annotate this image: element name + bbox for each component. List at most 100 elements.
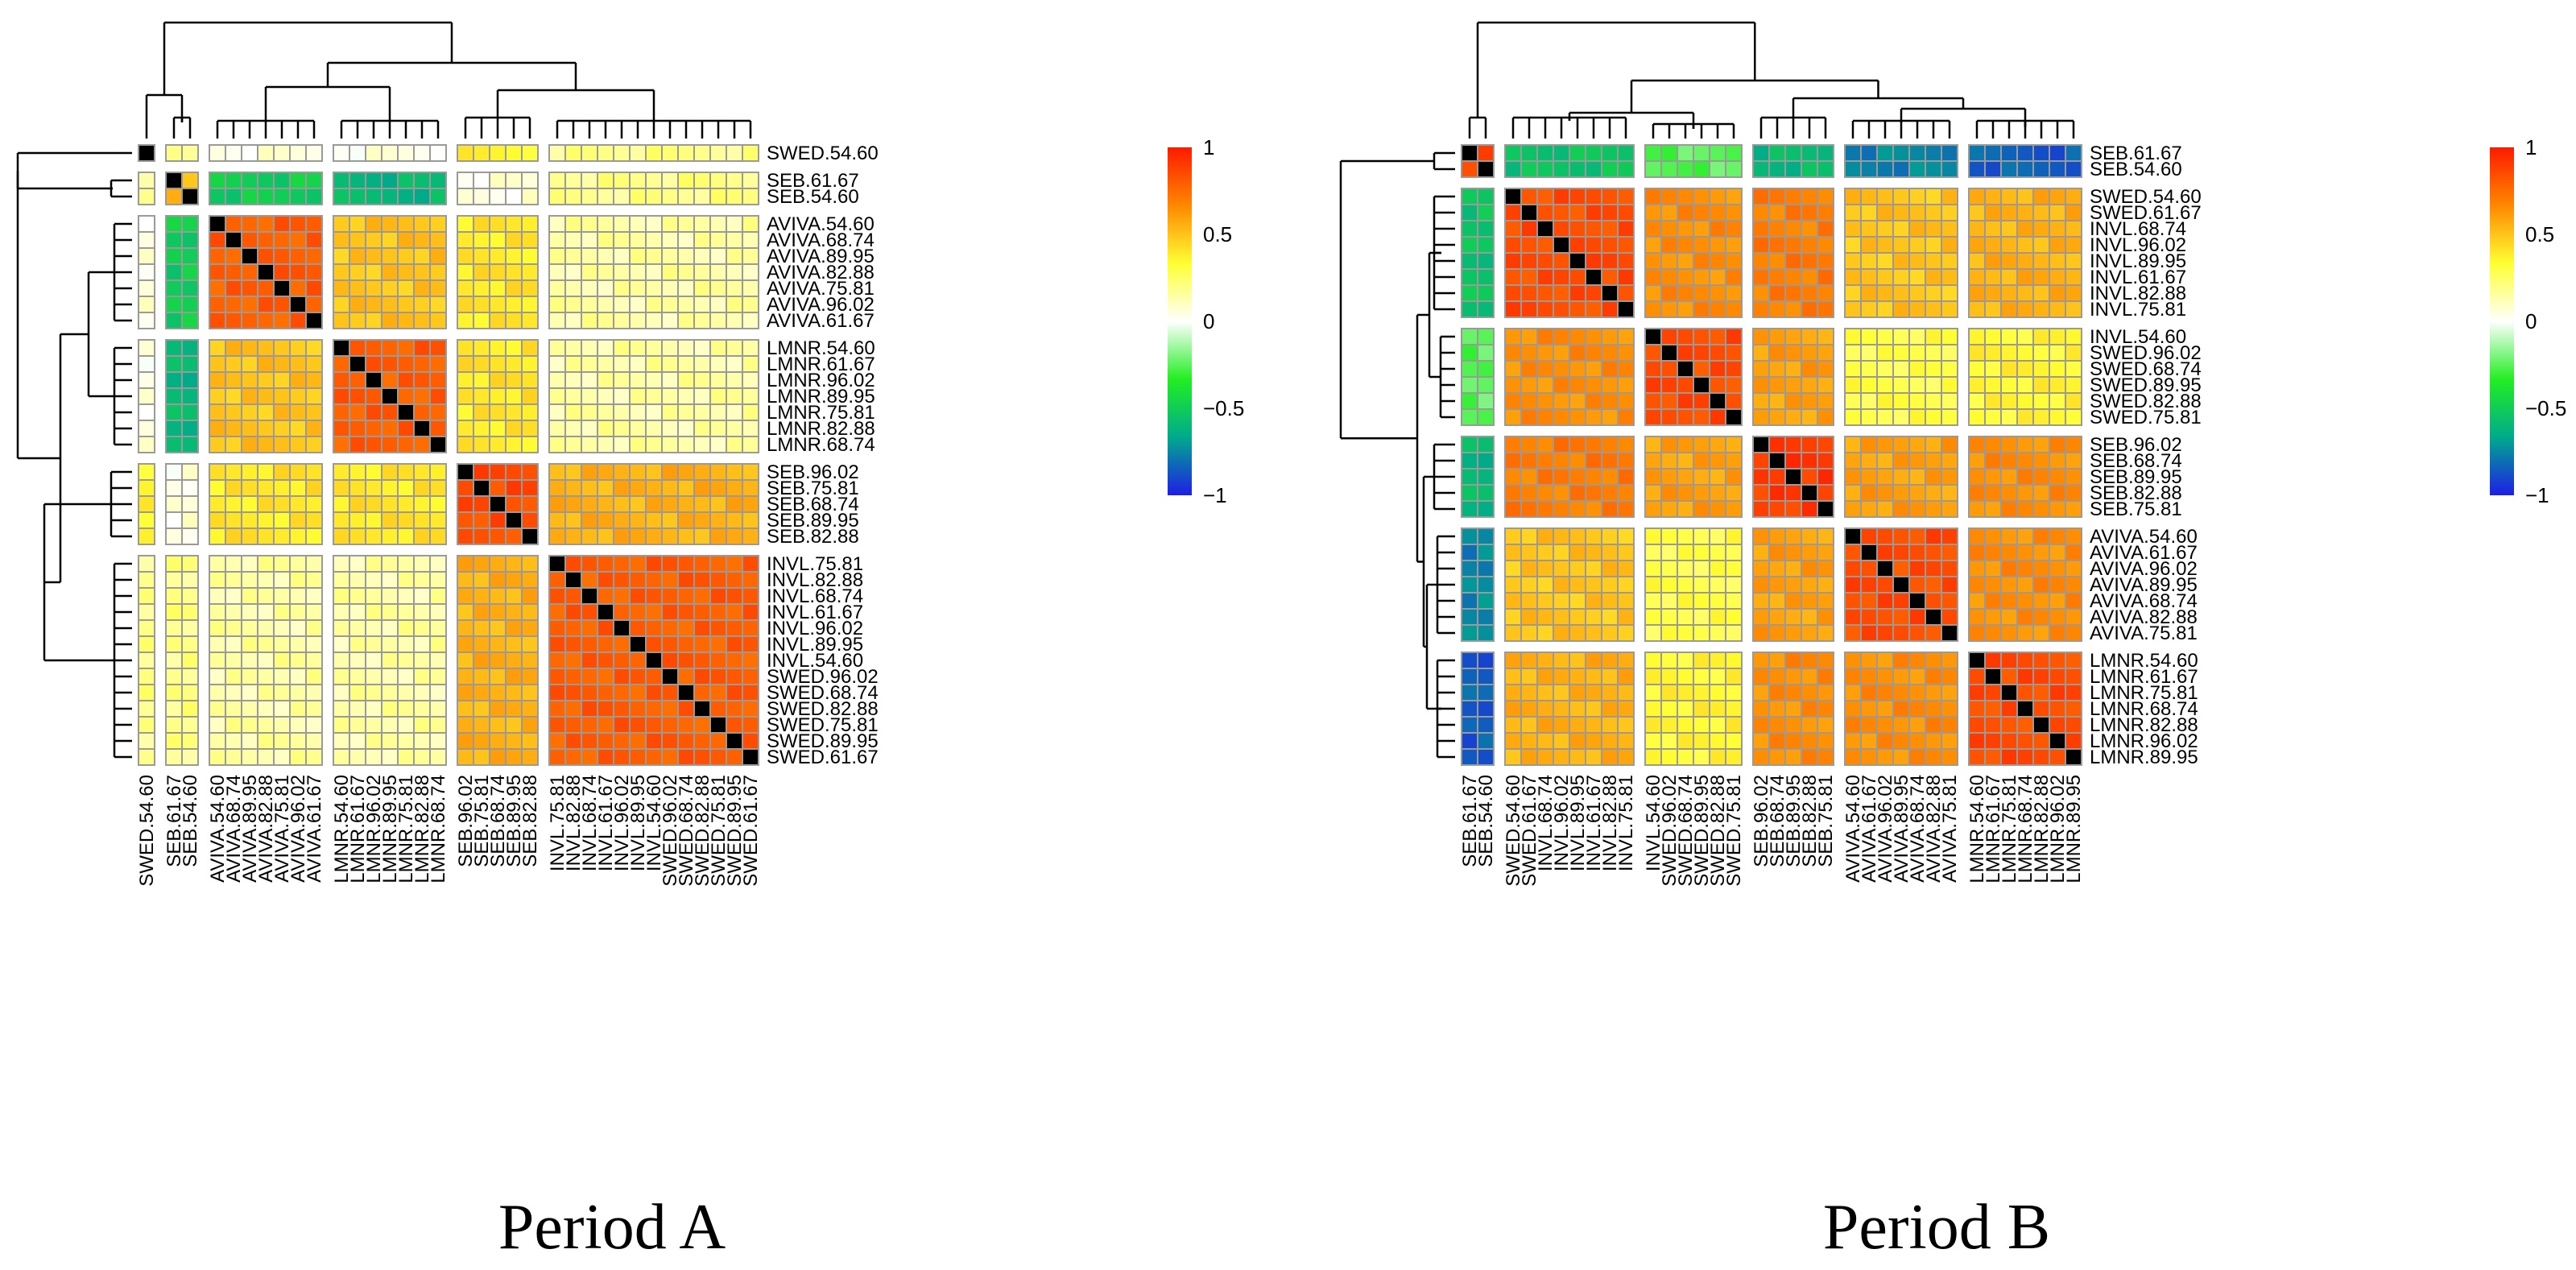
heatmap-cell [1553, 392, 1570, 410]
heatmap-cell [709, 555, 727, 573]
heatmap-cell [2016, 160, 2034, 178]
heatmap-cell [2032, 652, 2050, 669]
heatmap-cell [1693, 300, 1710, 318]
heatmap-cell [381, 263, 399, 281]
heatmap-cell [1677, 468, 1694, 486]
heatmap-cell [521, 263, 539, 281]
heatmap-cell [564, 587, 582, 605]
heatmap-cell [1617, 468, 1635, 486]
heatmap-cell [505, 619, 523, 637]
heatmap-cell [1569, 592, 1586, 610]
heatmap-cell [1817, 544, 1834, 561]
heatmap-cell [257, 700, 275, 718]
column-label: SWED.89.95 [1691, 775, 1713, 887]
heatmap-cell [473, 144, 490, 162]
heatmap-cell [473, 748, 490, 766]
heatmap-cell [1601, 716, 1619, 734]
heatmap-cell [2065, 268, 2082, 286]
heatmap-cell [209, 312, 226, 329]
heatmap-cell [305, 571, 323, 589]
heatmap-cell [349, 463, 366, 481]
heatmap-cell [1908, 204, 1926, 221]
heatmap-cell [1569, 376, 1586, 394]
heatmap-cell [1984, 576, 2002, 594]
heatmap-cell [1601, 700, 1619, 718]
heatmap-cell [1941, 484, 1958, 502]
heatmap-cell [1725, 608, 1743, 626]
column-label: LMNR.89.95 [2063, 775, 2085, 883]
heatmap-cell [2065, 376, 2082, 394]
heatmap-cell [257, 387, 275, 405]
heatmap-cell [1504, 748, 1522, 766]
heatmap-cell [1536, 452, 1554, 470]
heatmap-cell [613, 511, 631, 529]
heatmap-cell [1617, 668, 1635, 685]
heatmap-cell [305, 511, 323, 529]
heatmap-cell [2065, 560, 2082, 577]
heatmap-cell [1925, 300, 1942, 318]
heatmap-cell [1784, 732, 1802, 750]
heatmap-cell [1725, 668, 1743, 685]
heatmap-cell [1984, 252, 2002, 270]
column-label: INVL.82.88 [1599, 775, 1621, 871]
heatmap-cell [1504, 592, 1522, 610]
heatmap-cell [709, 403, 727, 421]
heatmap-cell [645, 527, 663, 545]
heatmap-cell [1876, 252, 1894, 270]
heatmap-cell [1520, 732, 1538, 750]
heatmap-cell [209, 700, 226, 718]
heatmap-cell [1585, 204, 1602, 221]
heatmap-cell [548, 495, 566, 513]
heatmap-cell [1709, 188, 1726, 205]
heatmap-cell [1504, 300, 1522, 318]
heatmap-cell [397, 748, 415, 766]
heatmap-cell [2032, 408, 2050, 426]
heatmap-cell [305, 668, 323, 685]
heatmap-cell [165, 732, 183, 750]
heatmap-cell [645, 684, 663, 701]
heatmap-cell [1709, 576, 1726, 594]
row-label: SWED.54.60 [2090, 186, 2202, 208]
heatmap-cell [1677, 188, 1694, 205]
heatmap-cell [1984, 608, 2002, 626]
heatmap-cell [2049, 748, 2066, 766]
heatmap-cell [181, 188, 199, 205]
heatmap-cell [1860, 144, 1878, 162]
heatmap-cell [2032, 252, 2050, 270]
column-label: SEB.54.60 [180, 775, 201, 867]
heatmap-cell [1860, 204, 1878, 221]
heatmap-cell [1725, 592, 1743, 610]
heatmap-cell [1752, 204, 1770, 221]
heatmap-cell [273, 716, 291, 734]
heatmap-cell [1693, 668, 1710, 685]
heatmap-cell [661, 527, 679, 545]
heatmap-cell [1520, 468, 1538, 486]
column-label: INVL.54.60 [1643, 775, 1664, 871]
heatmap-cell [1504, 560, 1522, 577]
heatmap-cell [661, 436, 679, 453]
heatmap-cell [1477, 684, 1495, 701]
heatmap-cell [1752, 188, 1770, 205]
heatmap-cell [365, 619, 382, 637]
heatmap-cell [1601, 392, 1619, 410]
heatmap-cell [613, 279, 631, 297]
heatmap-cell [1784, 376, 1802, 394]
column-label: AVIVA.75.81 [1939, 775, 1961, 883]
heatmap-cell [473, 603, 490, 621]
heatmap-cell [225, 748, 242, 766]
heatmap-cell [1768, 144, 1786, 162]
heatmap-cell [2065, 468, 2082, 486]
heatmap-cell [1693, 732, 1710, 750]
heatmap-cell [1768, 236, 1786, 254]
heatmap-cell [1801, 268, 1818, 286]
heatmap-cell [305, 732, 323, 750]
column-label: SWED.54.60 [136, 775, 158, 887]
heatmap-cell [1553, 344, 1570, 362]
heatmap-cell [521, 555, 539, 573]
heatmap-cell [457, 296, 474, 313]
heatmap-cell [273, 732, 291, 750]
heatmap-cell [397, 511, 415, 529]
heatmap-cell [1941, 204, 1958, 221]
heatmap-cell [597, 587, 614, 605]
heatmap-cell [1569, 452, 1586, 470]
